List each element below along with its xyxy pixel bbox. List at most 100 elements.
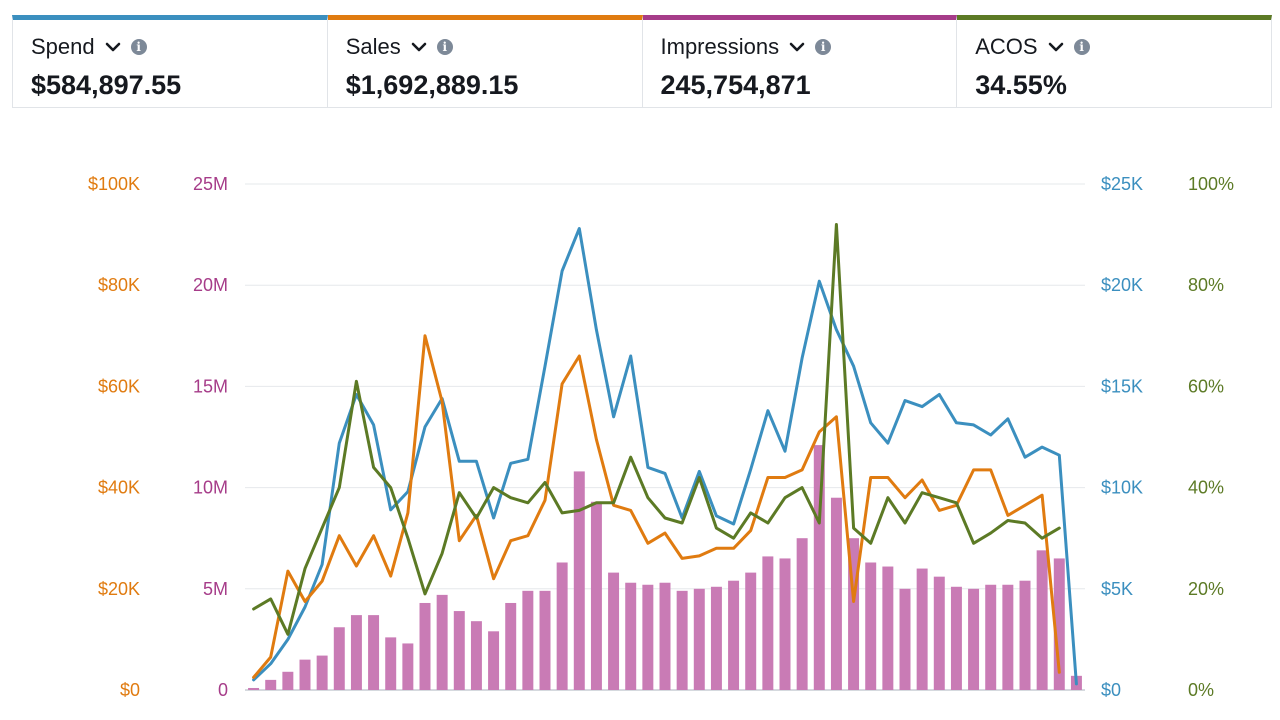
metric-tile-spend[interactable]: Spend i $584,897.55 xyxy=(12,15,328,107)
impressions-bar xyxy=(282,671,294,690)
acos-series-line xyxy=(252,223,1061,636)
tick-label-acos: 40% xyxy=(1188,478,1224,498)
impressions-bar xyxy=(710,586,722,690)
impressions-bar xyxy=(1002,584,1014,690)
impressions-bar xyxy=(882,566,894,690)
tick-label-sales: $100K xyxy=(88,174,140,194)
tick-label-sales: $20K xyxy=(98,579,140,599)
tick-label-acos: 80% xyxy=(1188,275,1224,295)
metric-header[interactable]: Sales i xyxy=(346,34,453,60)
impressions-bar xyxy=(368,615,380,690)
impressions-bar xyxy=(933,576,945,690)
impressions-bar xyxy=(745,572,757,690)
tick-label-sales: $0 xyxy=(120,680,140,700)
impressions-bar xyxy=(402,643,414,690)
impressions-bar xyxy=(1019,580,1031,690)
info-icon[interactable]: i xyxy=(1073,39,1090,55)
metric-header[interactable]: Spend i xyxy=(31,34,147,60)
metric-value: $584,897.55 xyxy=(31,70,182,100)
tick-label-acos: 60% xyxy=(1188,376,1224,396)
impressions-bar xyxy=(436,594,448,690)
impressions-bar xyxy=(659,582,671,690)
metric-tile-sales[interactable]: Sales i $1,692,889.15 xyxy=(327,15,643,107)
impressions-bar xyxy=(676,590,688,690)
info-icon[interactable]: i xyxy=(130,39,147,55)
impressions-bar xyxy=(830,497,842,690)
impressions-bar xyxy=(453,611,465,690)
impressions-bar xyxy=(950,586,962,690)
sales-series-line xyxy=(252,334,1061,679)
impressions-bar xyxy=(916,568,928,690)
impressions-bar xyxy=(248,687,260,690)
tick-label-sales: $80K xyxy=(98,275,140,295)
impressions-bar xyxy=(590,501,602,690)
impressions-bar xyxy=(813,445,825,690)
chevron-down-icon[interactable] xyxy=(103,37,123,57)
impressions-bar xyxy=(419,602,431,690)
spend-series-line xyxy=(252,227,1078,686)
metric-tiles: Spend i $584,897.55 Sales i $1,692,889.15 Impr… xyxy=(12,15,1272,108)
impressions-bar xyxy=(505,602,517,690)
impressions-bar xyxy=(796,538,808,690)
impressions-bar xyxy=(865,562,877,690)
impressions-bar xyxy=(608,572,620,690)
impressions-bar xyxy=(728,580,740,690)
impressions-bar xyxy=(625,582,637,690)
impressions-bar xyxy=(470,621,482,690)
tick-label-acos: 20% xyxy=(1188,579,1224,599)
metric-value: 34.55% xyxy=(975,70,1067,100)
info-icon[interactable]: i xyxy=(815,39,832,55)
impressions-bar xyxy=(573,471,585,690)
metric-label: Sales xyxy=(345,34,401,59)
tick-label-impressions: 20M xyxy=(193,275,228,295)
impressions-bar xyxy=(693,588,705,690)
metric-tile-impressions[interactable]: Impressions i 245,754,871 xyxy=(642,15,958,107)
tick-label-impressions: 5M xyxy=(203,579,228,599)
chevron-down-icon[interactable] xyxy=(409,37,429,57)
impressions-bar xyxy=(265,679,277,690)
tick-label-sales: $40K xyxy=(98,478,140,498)
impressions-bar xyxy=(333,627,345,690)
impressions-bar xyxy=(1053,558,1065,690)
impressions-bar xyxy=(968,588,980,690)
impressions-bar xyxy=(539,590,551,690)
tick-label-spend: $10K xyxy=(1101,478,1143,498)
metric-label: Spend xyxy=(31,34,95,59)
impressions-bar xyxy=(848,538,860,690)
tick-label-spend: $5K xyxy=(1101,579,1133,599)
impressions-bar xyxy=(762,556,774,690)
chevron-down-icon[interactable] xyxy=(1046,37,1066,57)
metric-header[interactable]: Impressions i xyxy=(661,34,832,60)
impressions-bar xyxy=(316,655,328,690)
impressions-bar xyxy=(350,615,362,690)
chevron-down-icon[interactable] xyxy=(787,37,807,57)
impressions-bar xyxy=(642,584,654,690)
impressions-bar xyxy=(899,588,911,690)
impressions-bar xyxy=(385,637,397,690)
impressions-bar xyxy=(556,562,568,690)
tick-label-spend: $0 xyxy=(1101,680,1121,700)
metric-value: 245,754,871 xyxy=(660,70,811,100)
tick-label-impressions: 0 xyxy=(218,680,228,700)
metric-label: Impressions xyxy=(660,34,780,59)
info-icon[interactable]: i xyxy=(436,39,453,55)
tick-label-spend: $25K xyxy=(1101,174,1143,194)
impressions-bar xyxy=(779,558,791,690)
metric-tile-acos[interactable]: ACOS i 34.55% xyxy=(957,15,1272,107)
metric-label: ACOS xyxy=(975,34,1038,59)
impressions-bar xyxy=(488,631,500,690)
metric-value: $1,692,889.15 xyxy=(345,70,519,100)
impressions-bar xyxy=(985,584,997,690)
impressions-bar xyxy=(522,590,534,690)
tick-label-impressions: 25M xyxy=(193,174,228,194)
tick-label-impressions: 10M xyxy=(193,478,228,498)
impressions-bar xyxy=(1036,550,1048,690)
tick-label-sales: $60K xyxy=(98,376,140,396)
tick-label-spend: $15K xyxy=(1101,376,1143,396)
tick-label-acos: 100% xyxy=(1188,174,1234,194)
tick-label-spend: $20K xyxy=(1101,275,1143,295)
tick-label-acos: 0% xyxy=(1188,680,1214,700)
impressions-bar xyxy=(299,659,311,690)
metric-header[interactable]: ACOS i xyxy=(975,34,1090,60)
